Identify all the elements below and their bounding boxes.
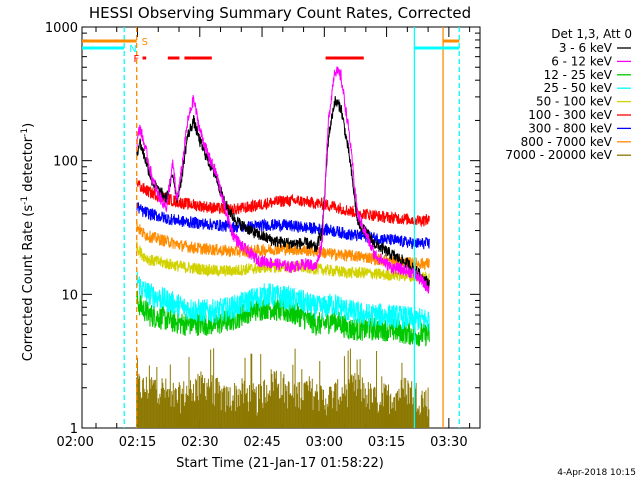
x-axis-ticks: 02:00 02:15 02:30 02:45 03:00 03:15 03:30 xyxy=(56,27,471,450)
chart-title: HESSI Observing Summary Count Rates, Cor… xyxy=(89,4,471,22)
series-8 xyxy=(136,348,430,428)
flag-bars: SNF xyxy=(82,37,460,65)
x-tick-label: 03:15 xyxy=(368,435,405,450)
series-line-3 xyxy=(136,271,430,332)
legend-entry-label: 300 - 800 keV xyxy=(528,121,612,135)
legend-entry-label: 800 - 7000 keV xyxy=(521,135,613,149)
y-tick-label: 10 xyxy=(61,288,78,303)
y-axis-label-sup2: -1 xyxy=(20,128,30,137)
y-axis-label-main: Corrected Count Rate (s xyxy=(21,205,36,362)
series-line-6 xyxy=(136,202,430,250)
series-line-5 xyxy=(136,178,430,228)
series-line-0 xyxy=(136,95,430,289)
legend-entry-label: 3 - 6 keV xyxy=(559,41,613,55)
y-tick-label: 1000 xyxy=(45,21,78,36)
y-axis-ticks: 1 10 100 1000 xyxy=(45,21,480,437)
flag-label: F xyxy=(133,54,139,65)
legend-entry-label: 50 - 100 keV xyxy=(536,95,613,109)
legend-entry-label: 12 - 25 keV xyxy=(544,68,613,82)
x-tick-label: 02:45 xyxy=(243,435,280,450)
series-layer xyxy=(136,66,430,428)
timestamp: 4-Apr-2018 10:15 xyxy=(557,468,636,478)
x-tick-label: 03:30 xyxy=(430,435,467,450)
x-axis-label: Start Time (21-Jan-17 01:58:22) xyxy=(176,456,384,471)
x-tick-label: 02:15 xyxy=(119,435,156,450)
y-axis-label-sup1: -1 xyxy=(20,196,30,205)
legend-entry-label: 7000 - 20000 keV xyxy=(505,148,612,162)
flag-label: S xyxy=(142,37,148,48)
y-axis-label-mid: detector xyxy=(21,136,36,196)
legend-entry-label: 6 - 12 keV xyxy=(551,54,613,68)
vertical-markers xyxy=(123,27,460,428)
x-tick-label: 03:00 xyxy=(306,435,343,450)
x-tick-label: 02:00 xyxy=(56,435,93,450)
x-tick-label: 02:30 xyxy=(181,435,218,450)
y-axis-label: Corrected Count Rate (s-1 detector-1) xyxy=(20,123,36,361)
legend-entry-label: 100 - 300 keV xyxy=(528,108,612,122)
legend-entry-label: 25 - 50 keV xyxy=(544,81,613,95)
series-line-1 xyxy=(136,66,430,294)
flag-label: N xyxy=(129,44,136,55)
legend-header: Det 1,3, Att 0 xyxy=(551,27,632,41)
y-tick-label: 1 xyxy=(70,422,78,437)
y-tick-label: 100 xyxy=(53,155,78,170)
y-axis-label-end: ) xyxy=(21,123,36,128)
